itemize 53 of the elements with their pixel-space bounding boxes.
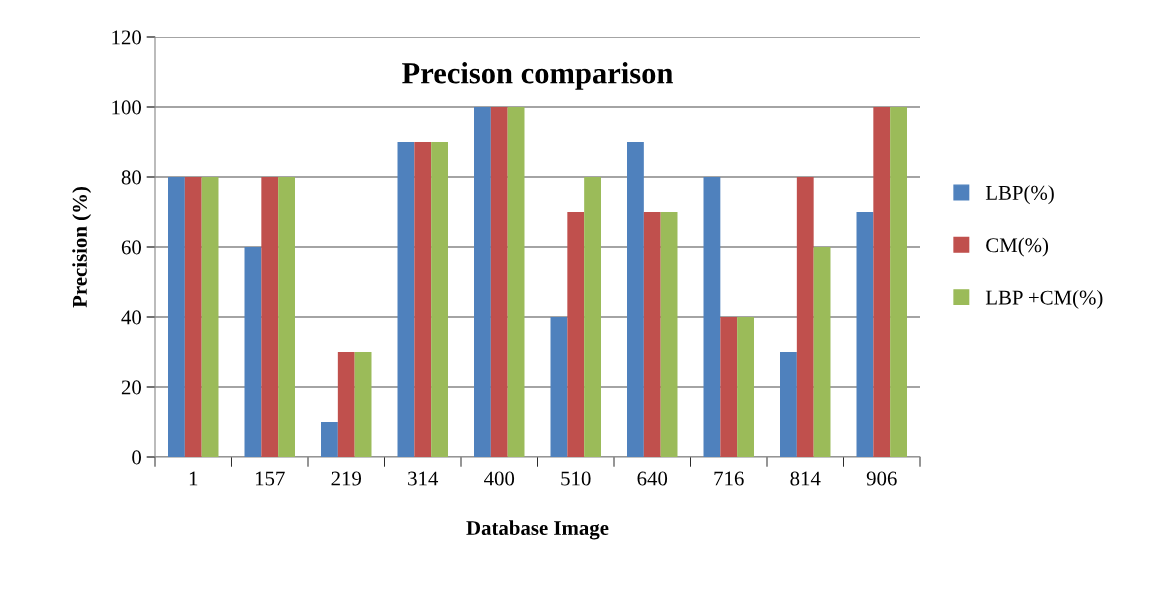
bar (813, 247, 831, 457)
x-tick-label: 906 (866, 471, 897, 486)
x-tick-label: 510 (561, 471, 591, 486)
x-tick-label: 314 (408, 471, 439, 486)
bar (737, 317, 754, 457)
bar (474, 107, 491, 457)
bar (397, 142, 415, 457)
bar (796, 177, 814, 457)
x-tick-label: 716 (714, 471, 744, 486)
y-axis-title: Precision (%) (72, 187, 92, 308)
bar (856, 212, 874, 457)
x-tick-label: 400 (484, 471, 515, 486)
x-tick-label: 814 (790, 471, 821, 486)
y-tick-label: 100 (112, 100, 142, 115)
bar (414, 142, 432, 457)
bar (354, 352, 372, 457)
bar (278, 177, 295, 457)
bar (643, 212, 661, 457)
bar (567, 212, 585, 457)
text: Precison comparison (402, 62, 673, 90)
y-tick-label: 40 (121, 310, 142, 325)
bar (780, 352, 797, 457)
x-tick-label: 1 (189, 471, 198, 486)
bar (168, 177, 185, 457)
y-tick-label: 60 (121, 240, 142, 255)
legend-label: LBP +CM(%) (985, 289, 1103, 309)
bar (890, 107, 907, 457)
bar (321, 422, 338, 457)
bar (184, 177, 202, 457)
bar (873, 107, 891, 457)
bar (703, 177, 721, 457)
x-tick-label: 219 (331, 471, 362, 486)
bar (550, 317, 568, 457)
bar (584, 177, 601, 457)
y-tick-label: 0 (132, 450, 142, 465)
bar (201, 177, 219, 457)
bar (720, 317, 738, 457)
x-tick-label: 157 (255, 471, 285, 486)
y-tick-label: 20 (121, 380, 142, 395)
bar (490, 107, 508, 457)
x-tick-label: 640 (637, 471, 668, 486)
x-axis-title: Database Image (466, 520, 609, 540)
bar (627, 142, 644, 457)
bar (431, 142, 448, 457)
y-tick-label: 80 (121, 170, 142, 185)
legend-label: CM(%) (986, 237, 1049, 257)
y-tick-label: 120 (112, 30, 142, 45)
bar (660, 212, 678, 457)
bar (261, 177, 279, 457)
bar (244, 247, 262, 457)
bar (507, 107, 525, 457)
legend-label: LBP(%) (985, 185, 1054, 205)
bar (337, 352, 355, 457)
